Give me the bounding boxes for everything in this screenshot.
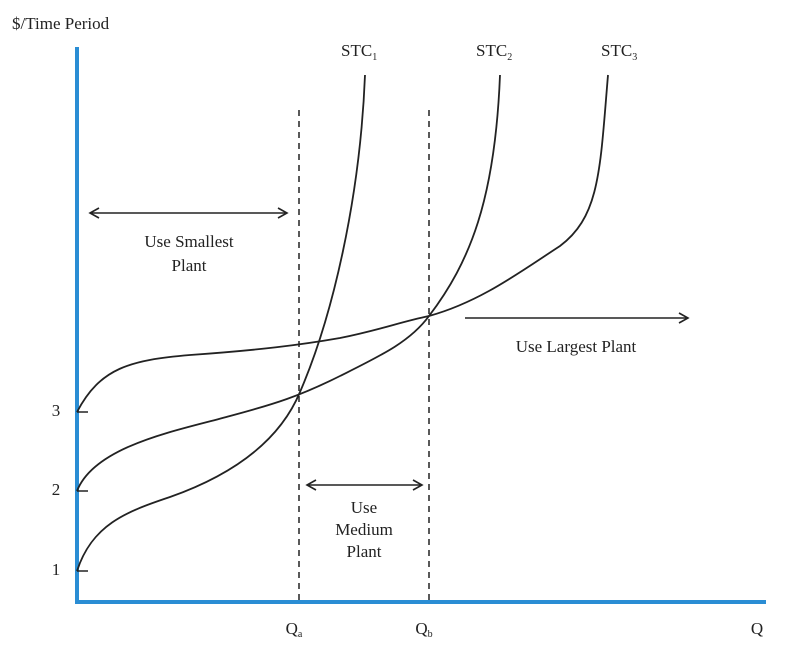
q-subscript: b [428, 629, 433, 640]
region-label: Plant [347, 542, 382, 561]
qb-label: Qb [415, 619, 432, 640]
region-label: Use [351, 498, 377, 517]
curve-name: STC [341, 41, 372, 60]
qa-label: Qa [286, 619, 303, 640]
region-label: Use Largest Plant [516, 337, 637, 356]
y-tick-label: 2 [52, 480, 61, 499]
stc3-curve [76, 74, 609, 413]
curve-name: STC [476, 41, 507, 60]
region-label: Plant [172, 256, 207, 275]
stc1-label: STC1 [341, 41, 377, 63]
curve-subscript: 2 [507, 52, 512, 63]
q-subscript: a [298, 629, 303, 640]
curve-name: STC [601, 41, 632, 60]
region-label: Use Smallest [144, 232, 234, 251]
stc2-curve [76, 74, 501, 492]
stc2-label: STC2 [476, 41, 512, 63]
curve-subscript: 3 [632, 52, 637, 63]
q-letter: Q [415, 619, 427, 638]
stc1-curve [76, 74, 366, 572]
q-letter: Q [286, 619, 298, 638]
region-label: Medium [335, 520, 393, 539]
curve-subscript: 1 [372, 52, 377, 63]
y-tick-label: 3 [52, 401, 61, 420]
x-axis-label: Q [751, 619, 763, 638]
y-axis-label: $/Time Period [12, 14, 110, 33]
y-tick-label: 1 [52, 560, 61, 579]
stc3-label: STC3 [601, 41, 637, 63]
